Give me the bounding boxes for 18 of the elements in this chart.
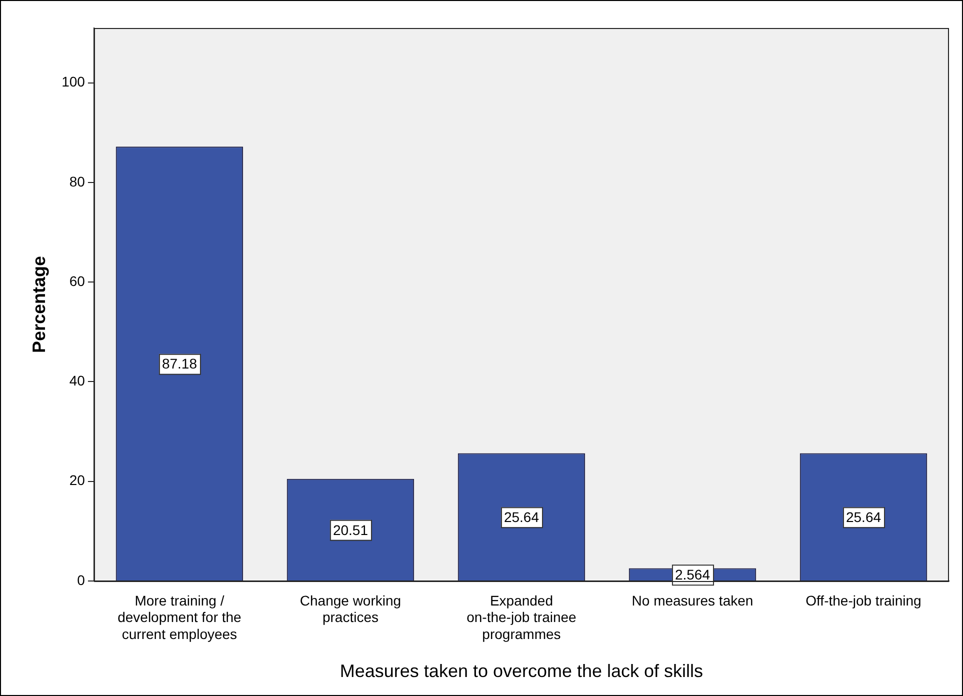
x-tick-label: Expanded on-the-job trainee programmes — [466, 592, 577, 642]
data-label: 25.64 — [504, 508, 540, 525]
data-label: 2.564 — [674, 566, 710, 582]
y-tick-label: 20 — [69, 472, 86, 488]
y-tick-label: 60 — [69, 272, 86, 289]
y-tick-label: 100 — [62, 74, 86, 90]
data-label: 87.18 — [162, 356, 198, 372]
y-axis-title: Percentage — [28, 256, 49, 354]
x-tick-label: More training / development for the current employees — [118, 592, 242, 642]
y-tick-label: 0 — [77, 572, 86, 588]
x-tick-label: No measures taken — [632, 592, 754, 608]
y-tick-label: 80 — [69, 173, 86, 190]
data-label: 20.51 — [332, 522, 368, 538]
x-tick-label: Off-the-job training — [806, 592, 922, 608]
x-tick-label: Change working practices — [300, 592, 402, 626]
data-label: 25.64 — [846, 508, 882, 525]
y-tick-label: 40 — [69, 372, 86, 389]
x-axis-title: Measures taken to overcome the lack of skills — [340, 661, 704, 682]
